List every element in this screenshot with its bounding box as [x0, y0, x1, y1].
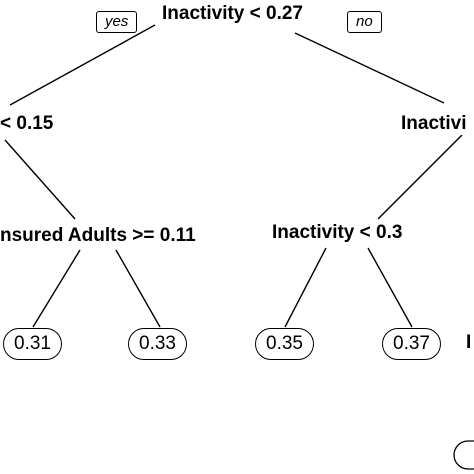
- right-split-label: Inactivi: [399, 113, 469, 135]
- root-split-label: Inactivity < 0.27: [160, 3, 305, 25]
- leaf-node-0-35: 0.35: [255, 328, 314, 360]
- leaf-node-0-37: 0.37: [382, 328, 441, 360]
- no-branch-tag: no: [347, 11, 382, 33]
- edge-left-right: [4, 139, 76, 220]
- leaf-node-0-31: 0.31: [3, 328, 62, 360]
- inactivity-split-label: Inactivity < 0.3: [270, 222, 405, 244]
- edge-root-right: [294, 32, 445, 104]
- left-split-label: < 0.15: [0, 113, 56, 135]
- leaf-node-0-33: 0.33: [128, 328, 187, 360]
- edge-to-leaf-033: [115, 249, 161, 328]
- far-right-split-label: I: [464, 332, 474, 354]
- edge-root-left: [9, 24, 156, 106]
- edge-to-leaf-037: [367, 247, 413, 328]
- yes-branch-tag: yes: [96, 11, 138, 33]
- edge-right-left: [377, 134, 463, 220]
- leaf-node-fragment: [453, 440, 474, 470]
- edge-to-leaf-031: [32, 249, 81, 328]
- edge-to-leaf-035: [284, 247, 327, 328]
- insured-adults-split-label: nsured Adults >= 0.11: [0, 225, 198, 247]
